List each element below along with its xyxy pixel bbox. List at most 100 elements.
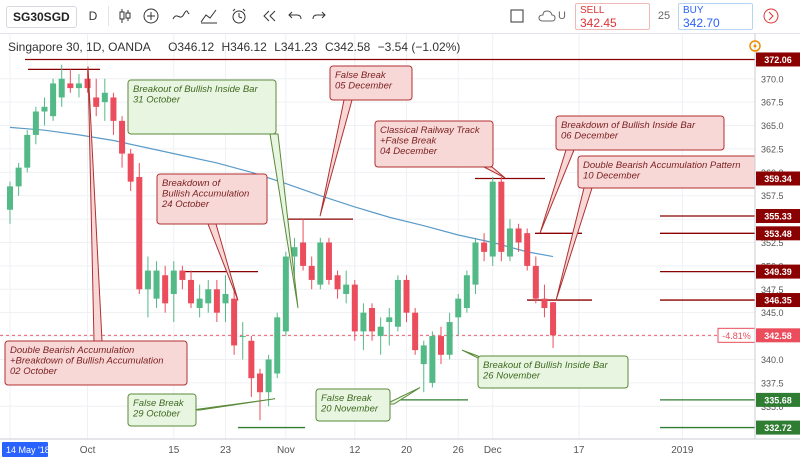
annotation-text: 24 October <box>161 199 210 210</box>
chart-settings-icon <box>749 40 761 52</box>
annotation-text: 26 November <box>482 371 541 382</box>
candle-body <box>84 78 91 89</box>
candle-body <box>119 120 126 154</box>
price-label <box>756 293 800 308</box>
candle-body <box>403 279 410 313</box>
gear-center <box>753 44 757 48</box>
annotation-text: Double Bearish Accumulation <box>10 345 134 356</box>
fullscreen-checkbox-icon[interactable] <box>508 6 526 26</box>
x-tick-label: 14 May '18 <box>6 445 50 455</box>
candle-body <box>127 153 134 182</box>
candle-body <box>41 106 48 112</box>
gear-icon <box>749 40 761 52</box>
price-label <box>756 328 800 343</box>
annotation-text: Bullish Accumulation <box>162 189 249 200</box>
annotation-box <box>127 79 277 135</box>
interval-button[interactable]: D <box>82 6 104 26</box>
annotation-box <box>315 388 391 422</box>
candle-body <box>489 181 496 257</box>
candle-body <box>325 242 332 280</box>
redo-icon[interactable] <box>308 6 330 26</box>
candle-body <box>308 265 315 280</box>
annotation-text: False Break <box>133 398 185 409</box>
candle-body <box>550 302 557 336</box>
candle-body <box>32 111 39 135</box>
candle-body <box>506 228 513 257</box>
y-tick-label: 365.0 <box>761 121 784 131</box>
price-label <box>756 209 800 224</box>
annotation-pointer <box>539 149 575 234</box>
candle-body <box>455 298 462 318</box>
candle-body <box>360 312 367 332</box>
annotation-pointer <box>555 187 593 301</box>
annotation-text: 06 December <box>561 131 619 142</box>
price-label-text: 346.35 <box>764 296 792 306</box>
x-tick-label: 20 <box>401 445 413 456</box>
price-label <box>756 392 800 407</box>
cloud-icon[interactable] <box>536 6 558 26</box>
candle-body <box>498 181 505 252</box>
annotation-text: Breakout of Bullish Inside Bar <box>483 360 608 371</box>
sell-button[interactable]: SELL 342.45 <box>575 3 650 30</box>
price-label-text: 353.48 <box>764 229 792 239</box>
candle-body <box>446 322 453 355</box>
financials-icon[interactable] <box>198 6 220 26</box>
price-label <box>756 264 800 279</box>
sell-price: 342.45 <box>580 16 617 30</box>
candle-body <box>481 242 488 252</box>
symbol-search[interactable]: SG30SGD <box>6 6 77 28</box>
legend-title: Singapore 30, 1D, OANDA <box>8 40 151 54</box>
sell-label: SELL <box>580 5 605 16</box>
candle-type-icon[interactable] <box>114 6 136 26</box>
price-chart[interactable]: -4.81% Breakout of Bullish Inside Bar31 … <box>0 34 800 462</box>
price-label-text: 335.68 <box>764 395 792 405</box>
x-tick-label: 23 <box>220 445 232 456</box>
price-label <box>756 226 800 241</box>
y-tick-label: 347.5 <box>761 285 784 295</box>
annotation-pointer <box>87 66 103 342</box>
candle-body <box>231 298 238 346</box>
y-tick-label: 370.0 <box>761 74 784 84</box>
candle-body <box>196 298 203 308</box>
alert-clock-icon[interactable] <box>228 6 250 26</box>
legend-low: L341.23 <box>274 40 318 54</box>
annotation-pointer <box>385 387 421 405</box>
chart-legend: Singapore 30, 1D, OANDA O346.12 H346.12 … <box>8 40 464 54</box>
candle-body <box>50 83 57 117</box>
x-tick-label: 2019 <box>671 445 694 456</box>
candle-body <box>541 298 548 308</box>
candle-body <box>438 336 444 355</box>
candle-body <box>282 256 289 332</box>
y-tick-label: 345.0 <box>761 308 784 318</box>
y-tick-label: 367.5 <box>761 98 784 108</box>
x-tick-label: 26 <box>453 445 465 456</box>
candle-body <box>93 97 100 107</box>
candle-body <box>274 317 281 374</box>
annotation-pointer <box>319 99 353 217</box>
annotation-text: 29 October <box>132 409 181 420</box>
trade-arrow-icon[interactable] <box>760 6 782 26</box>
candle-body <box>188 279 195 304</box>
legend-change: −3.54 (−1.02%) <box>377 40 461 54</box>
top-toolbar: SG30SGD D U SELL 342.45 25 BUY 342.70 <box>0 0 800 34</box>
replay-icon[interactable] <box>258 6 280 26</box>
candle-body <box>239 336 246 338</box>
buy-button[interactable]: BUY 342.70 <box>678 3 753 30</box>
add-indicator-icon[interactable] <box>140 6 162 26</box>
candle-body <box>110 97 117 121</box>
candle-body <box>515 228 522 243</box>
extra-label: U <box>558 10 566 22</box>
undo-icon[interactable] <box>284 6 306 26</box>
annotation-text: 04 December <box>380 146 438 157</box>
candle-body <box>369 308 376 332</box>
annotation-text: 20 November <box>320 404 379 415</box>
x-tick-label: 12 <box>349 445 361 456</box>
candle-body <box>144 270 151 290</box>
buy-label: BUY <box>683 5 704 16</box>
x-tick-label: Oct <box>80 445 96 456</box>
candle-body <box>429 336 436 383</box>
annotation-box <box>4 340 188 386</box>
candle-body <box>153 270 160 299</box>
indicators-icon[interactable] <box>170 6 192 26</box>
candle-body <box>472 242 479 285</box>
